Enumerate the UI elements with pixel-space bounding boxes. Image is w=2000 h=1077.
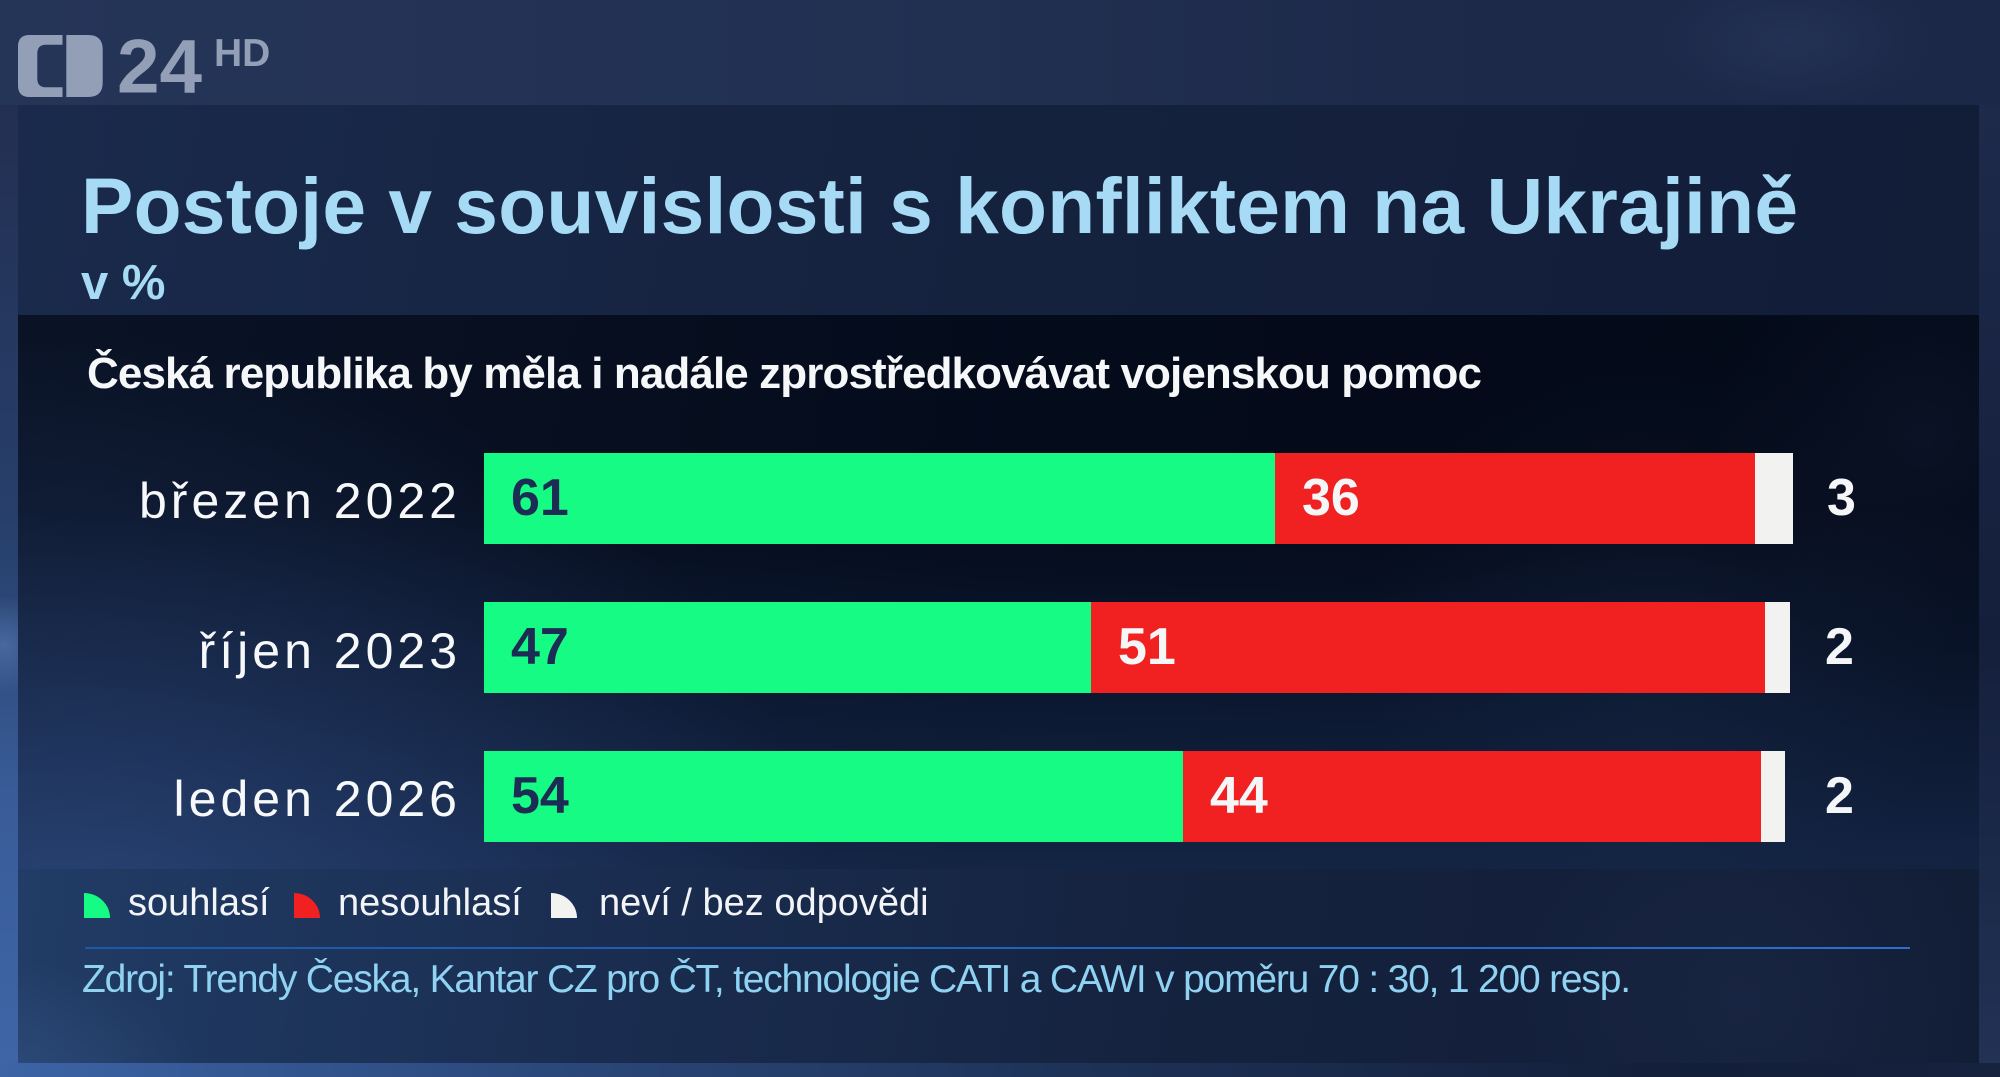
svg-text:24: 24 bbox=[117, 35, 203, 97]
svg-text:HD: HD bbox=[214, 35, 270, 75]
